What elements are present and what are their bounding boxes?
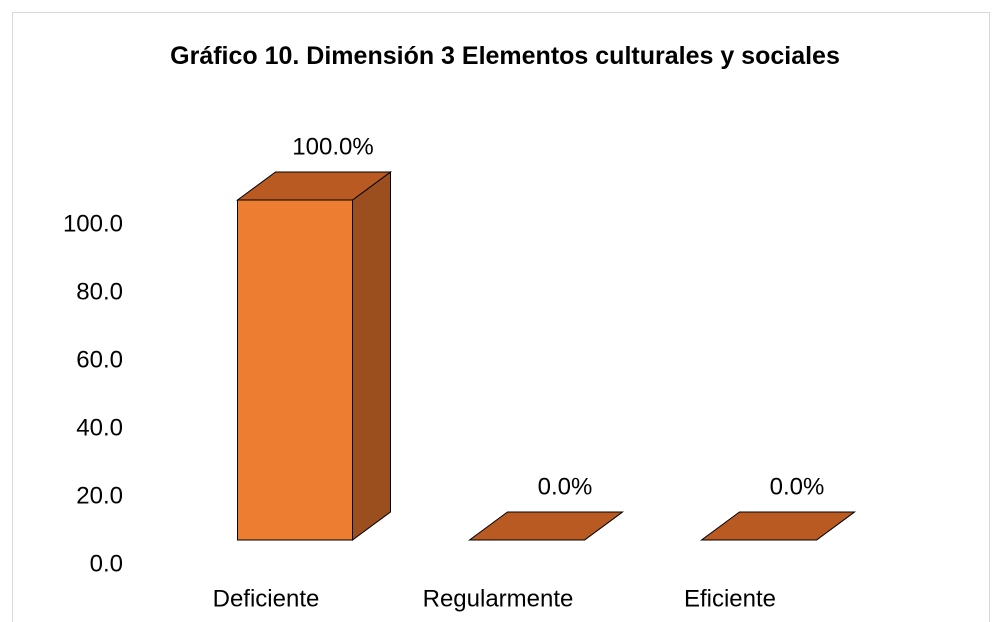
- value-label: 100.0%: [292, 133, 373, 160]
- chart-frame: [12, 12, 990, 622]
- bar-front: [237, 199, 353, 541]
- value-label: 0.0%: [770, 473, 825, 500]
- x-tick-label: Eficiente: [684, 585, 776, 612]
- y-tick-label: 0.0: [90, 550, 123, 577]
- bar-top: [467, 511, 625, 541]
- y-tick-label: 40.0: [76, 414, 123, 441]
- x-tick-label: Regularmente: [423, 585, 574, 612]
- bar-top: [235, 171, 393, 201]
- bar-top: [699, 511, 857, 541]
- bar: [467, 511, 625, 541]
- y-tick-label: 20.0: [76, 482, 123, 509]
- y-tick-label: 100.0: [63, 210, 123, 237]
- value-label: 0.0%: [538, 473, 593, 500]
- bar: [699, 511, 857, 541]
- y-tick-label: 80.0: [76, 278, 123, 305]
- chart-title: Gráfico 10. Dimensión 3 Elementos cultur…: [170, 42, 840, 70]
- bar: [235, 171, 393, 541]
- y-tick-label: 60.0: [76, 346, 123, 373]
- x-tick-label: Deficiente: [213, 585, 320, 612]
- bar-side: [352, 171, 391, 541]
